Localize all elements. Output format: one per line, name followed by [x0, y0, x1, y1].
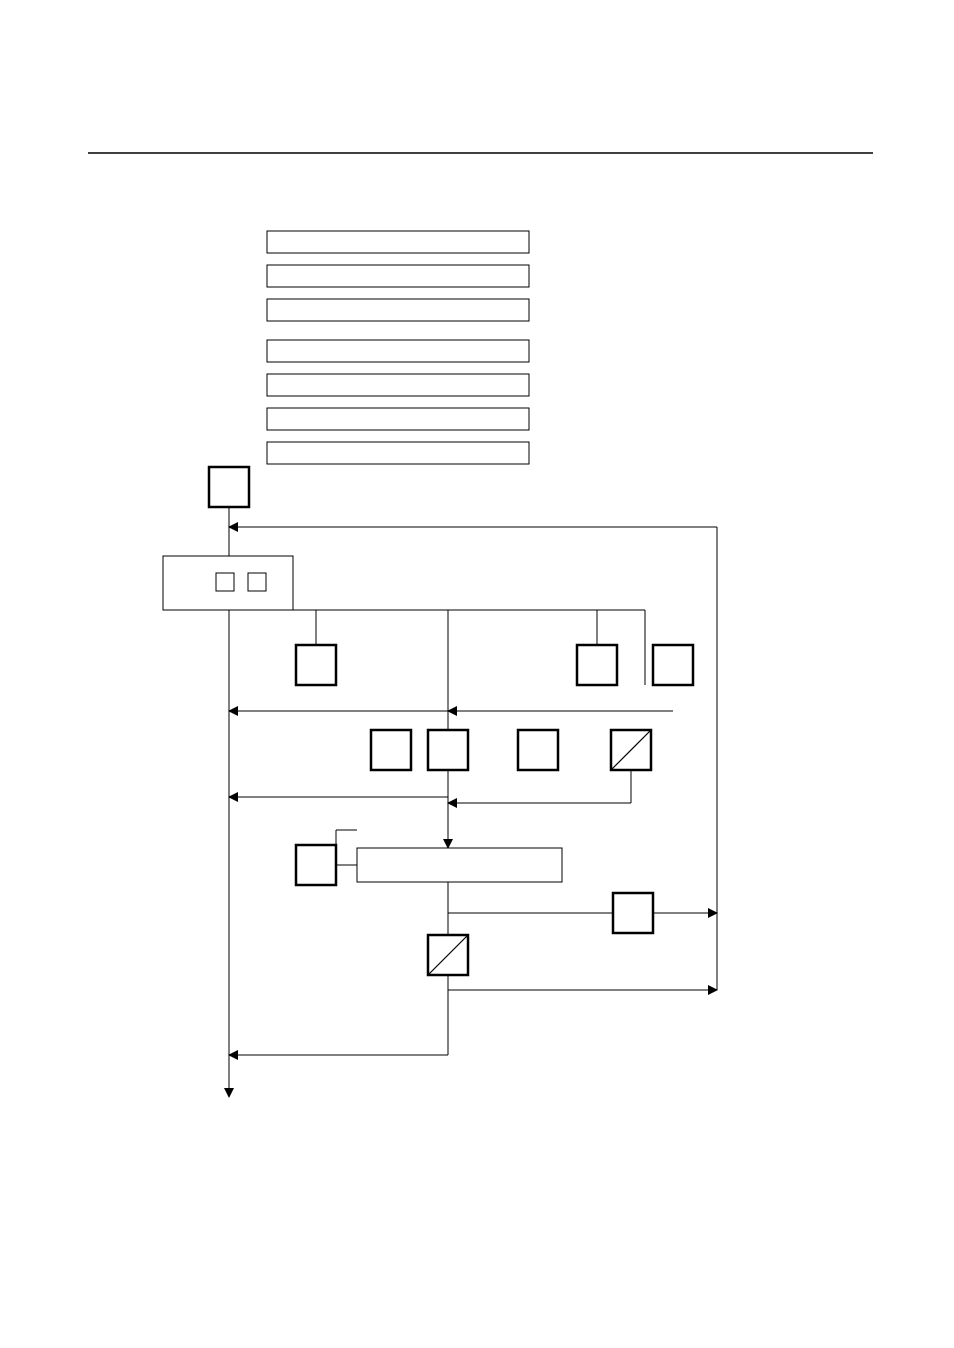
box-D [653, 645, 693, 685]
box-I [296, 845, 336, 885]
box-label [163, 556, 293, 610]
box-A [209, 467, 249, 507]
box-E [371, 730, 411, 770]
box-C [577, 645, 617, 685]
box-F [428, 730, 468, 770]
box-B [296, 645, 336, 685]
box-G [518, 730, 558, 770]
box-K [613, 893, 653, 933]
diagram-canvas [0, 0, 954, 1348]
box-wide [357, 848, 562, 882]
